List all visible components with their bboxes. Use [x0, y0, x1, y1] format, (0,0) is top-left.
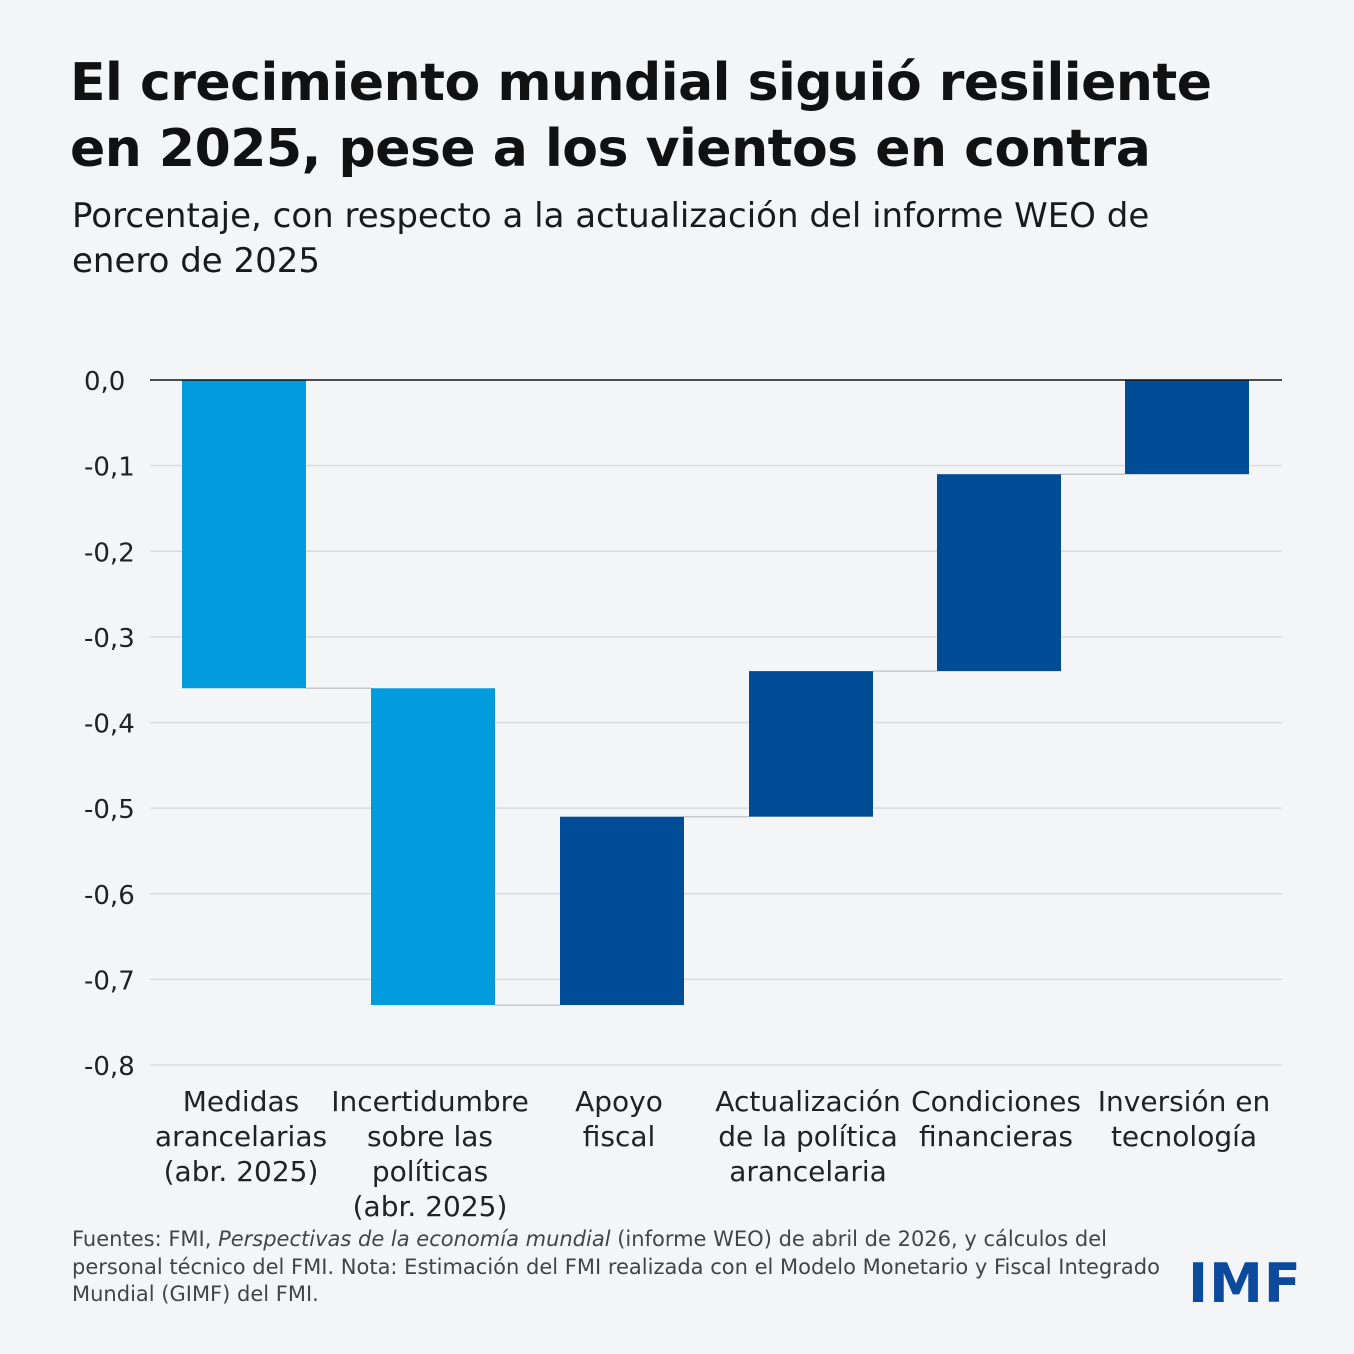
y-tick-label: -0,8 — [84, 1052, 135, 1082]
x-category-label-line: Apoyo — [575, 1085, 663, 1118]
source-suffix: (informe WEO) de abril de 2026, y cálcul… — [72, 1227, 1160, 1306]
x-category-label-line: Condiciones — [911, 1085, 1081, 1118]
x-category-label: Incertidumbre sobre las políticas (abr. 202… — [331, 1085, 529, 1223]
y-tick-label: -0,2 — [84, 538, 135, 568]
x-category-label: Actualización de la política arancelaria — [715, 1085, 900, 1188]
gridlines — [150, 464, 1282, 1066]
x-category-label-line: Inversión en — [1098, 1085, 1270, 1118]
bars — [182, 380, 1249, 1006]
y-tick-label: -0,1 — [84, 453, 135, 483]
y-tick-label: -0,3 — [84, 624, 135, 654]
x-category-label-line: Incertidumbre — [331, 1085, 529, 1118]
x-category-label-line: Medidas — [183, 1085, 299, 1118]
x-category-label-line: arancelaria — [729, 1155, 887, 1188]
x-category-label-line: (abr. 2025) — [353, 1190, 508, 1223]
x-category-label-line: sobre las — [367, 1120, 493, 1153]
bar-connectors — [306, 473, 1125, 1006]
source-publication: Perspectivas de la economía mundial — [218, 1227, 611, 1251]
x-category-label: Inversión en tecnología — [1098, 1085, 1270, 1153]
x-category-label-line: (abr. 2025) — [164, 1155, 319, 1188]
bar — [371, 688, 495, 1006]
x-category-label-line: fiscal — [583, 1120, 656, 1153]
bar — [1125, 380, 1249, 475]
y-tick-label: -0,4 — [84, 710, 135, 740]
x-category-label: Medidas arancelarias (abr. 2025) — [155, 1085, 327, 1188]
source-prefix: Fuentes: FMI, — [72, 1227, 219, 1251]
x-category-label: Condiciones financieras — [911, 1085, 1081, 1153]
x-category-label-line: financieras — [919, 1120, 1073, 1153]
y-tick-label: -0,5 — [84, 795, 135, 825]
chart-subtitle: Porcentaje, con respecto a la actualizac… — [72, 196, 1150, 281]
chart-title: El crecimiento mundial siguió resiliente… — [70, 53, 1212, 179]
x-axis-category-labels: Medidas arancelarias (abr. 2025)Incertidum… — [155, 1085, 1270, 1223]
x-category-label-line: políticas — [372, 1155, 488, 1188]
x-category-label-line: arancelarias — [155, 1120, 327, 1153]
imf-logo: IMF — [1188, 1252, 1302, 1315]
x-category-label-line: tecnología — [1111, 1120, 1257, 1153]
y-tick-label: 0,0 — [84, 367, 125, 397]
y-axis-tick-labels: 0,0 -0,1 -0,2 -0,3 -0,4 -0,5 -0,6 -0,7 -0,8 — [84, 367, 135, 1082]
bar — [937, 474, 1061, 672]
x-category-label: Apoyo fiscal — [575, 1085, 663, 1153]
x-category-label-line: Actualización — [715, 1085, 900, 1118]
y-tick-label: -0,6 — [84, 881, 135, 911]
bar — [749, 671, 873, 817]
bar — [182, 380, 306, 689]
bar — [560, 816, 684, 1006]
y-tick-label: -0,7 — [84, 966, 135, 996]
x-category-label-line: de la política — [718, 1120, 898, 1153]
source-note: Fuentes: FMI, Perspectivas de la economí… — [72, 1226, 1172, 1309]
